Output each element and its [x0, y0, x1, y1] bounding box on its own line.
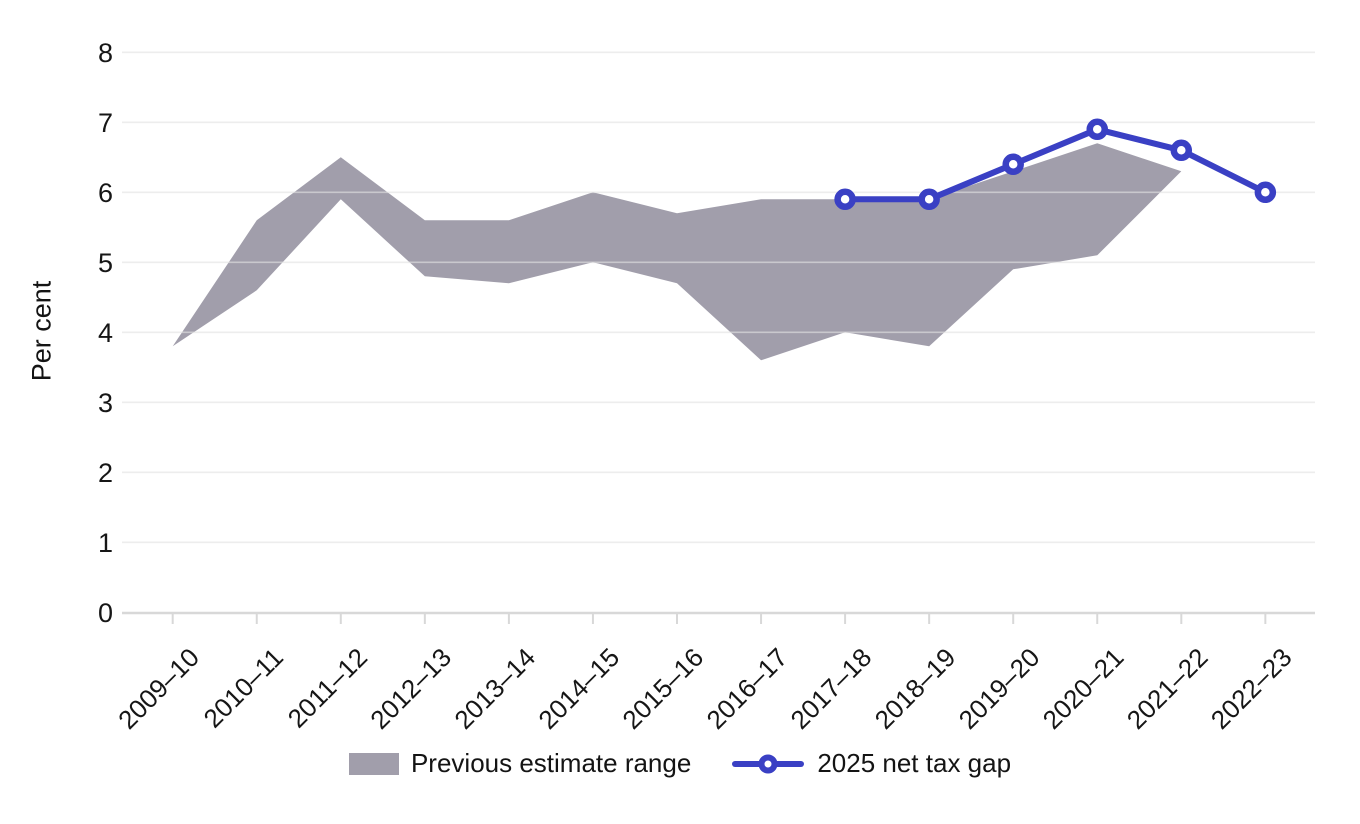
- y-tick-label: 2: [98, 458, 113, 488]
- y-tick-label: 3: [98, 388, 113, 418]
- y-tick-label: 7: [98, 108, 113, 138]
- legend-item-previous-estimate-range: Previous estimate range: [348, 748, 692, 779]
- net-tax-gap-line: [842, 126, 1269, 203]
- x-tick-label: 2017–18: [785, 642, 878, 735]
- x-tick-label: 2010–11: [198, 642, 289, 733]
- x-tick-label: 2020–21: [1037, 642, 1130, 735]
- x-tick-label: 2022–23: [1205, 642, 1298, 735]
- legend-item-2025-net-tax-gap: 2025 net tax gap: [731, 748, 1011, 779]
- data-point-marker: [1254, 181, 1277, 204]
- data-point-marker: [1086, 118, 1108, 141]
- legend-label-previous-estimate-range: Previous estimate range: [410, 748, 692, 778]
- x-tick-label: 2021–22: [1121, 642, 1214, 735]
- data-point-marker: [918, 188, 940, 211]
- data-point-marker: [1002, 153, 1024, 176]
- legend-label-2025-net-tax-gap: 2025 net tax gap: [817, 748, 1012, 778]
- chart-legend: Previous estimate range 2025 net tax gap: [0, 748, 1360, 779]
- x-tick-label: 2019–20: [953, 642, 1046, 735]
- data-point-marker: [1170, 139, 1193, 162]
- x-tick-label: 2011–12: [282, 642, 373, 733]
- x-tick-label: 2018–19: [869, 642, 962, 735]
- x-tick-label: 2015–16: [616, 642, 709, 735]
- x-tick-label: 2013–14: [448, 642, 541, 735]
- y-tick-label: 0: [98, 598, 113, 628]
- x-tick-label: 2012–13: [364, 642, 457, 735]
- y-tick-label: 6: [98, 178, 113, 208]
- x-tick-label: 2014–15: [532, 642, 625, 735]
- y-tick-label: 5: [98, 248, 113, 278]
- line-marker-swatch-icon: [732, 754, 805, 773]
- y-tick-label: 1: [98, 528, 113, 558]
- band-swatch-icon: [348, 752, 399, 775]
- y-tick-label: 8: [98, 38, 113, 68]
- x-tick-label: 2016–17: [700, 642, 793, 735]
- tax-gap-chart-canvas: 0123456782009–102010–112011–122012–13201…: [98, 38, 1315, 735]
- y-tick-label: 4: [98, 318, 113, 348]
- previous-estimate-range-band: [172, 143, 1182, 361]
- data-point-marker: [834, 188, 856, 211]
- x-tick-label: 2009–10: [112, 642, 205, 735]
